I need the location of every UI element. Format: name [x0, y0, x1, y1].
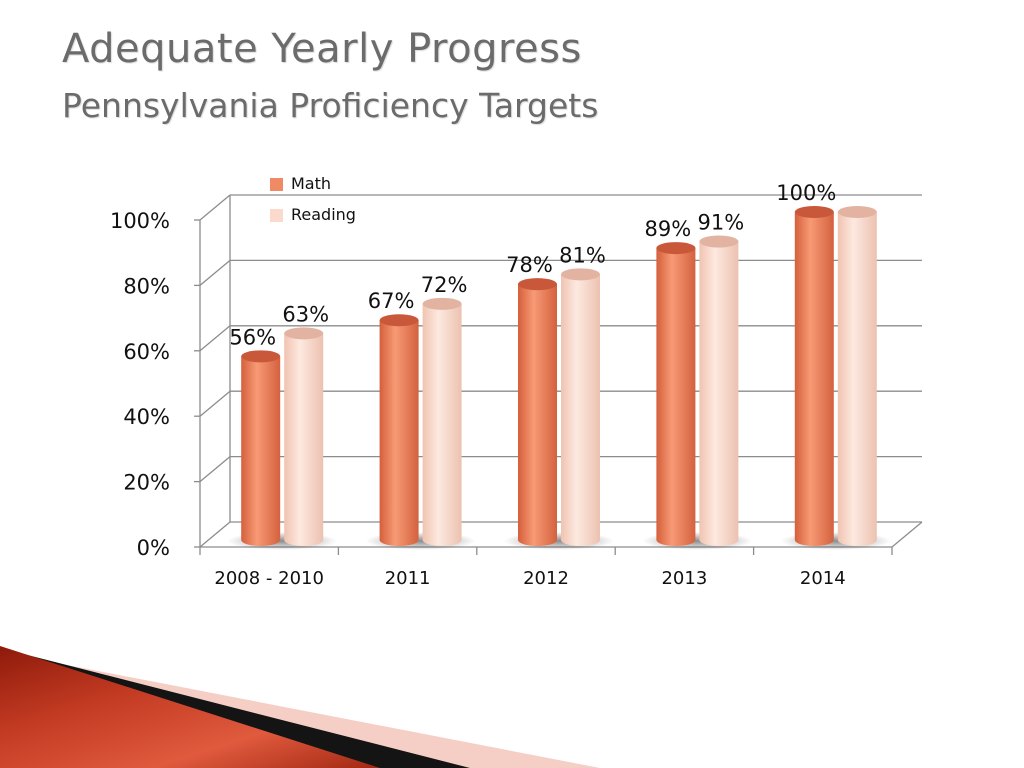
- slide-subtitle: Pennsylvania Proficiency Targets: [62, 86, 599, 125]
- legend-swatch: [270, 178, 283, 191]
- bar-math-top: [518, 278, 557, 291]
- bar-reading-top: [699, 235, 739, 248]
- y-tick-label: 20%: [123, 471, 170, 495]
- bar-reading: [422, 303, 462, 546]
- data-label: 89%: [645, 217, 692, 241]
- gridline-side: [199, 194, 231, 221]
- y-tick-label: 80%: [123, 274, 170, 298]
- x-tick-label: 2012: [523, 568, 569, 589]
- gridline-side: [199, 259, 231, 286]
- bar-reading-top: [422, 297, 462, 310]
- bar-math: [518, 284, 557, 546]
- bar-reading: [699, 241, 739, 546]
- data-label: 67%: [368, 289, 415, 313]
- x-tick-label: 2008 - 2010: [214, 568, 324, 589]
- y-tick-label: 60%: [123, 340, 170, 364]
- data-label: 72%: [421, 273, 468, 297]
- data-label: 91%: [698, 211, 745, 235]
- chart-bars: [227, 206, 891, 550]
- y-tick-label: 40%: [123, 405, 170, 429]
- gridline-side: [199, 521, 231, 548]
- floor-right-edge: [891, 521, 923, 548]
- gridline-side: [199, 390, 231, 417]
- bar-math-top: [794, 206, 834, 218]
- y-tick-label: 100%: [110, 209, 170, 233]
- gridline-side: [199, 325, 231, 352]
- data-label: 63%: [282, 302, 329, 326]
- bar-reading: [837, 212, 877, 546]
- bar-math: [794, 212, 834, 546]
- bar-reading-top: [837, 206, 877, 218]
- bar-reading: [284, 333, 324, 546]
- bar-math-top: [379, 314, 419, 327]
- bar-reading-top: [284, 327, 324, 340]
- slide-title: Adequate Yearly Progress: [62, 26, 582, 72]
- x-tick-label: 2014: [800, 568, 846, 589]
- legend-swatch: [270, 209, 283, 222]
- legend-label: Math: [291, 174, 331, 193]
- bar-math-top: [241, 350, 281, 363]
- chart-legend: Math Reading: [270, 174, 356, 224]
- gridline-side: [199, 456, 231, 483]
- bar-math: [241, 356, 281, 546]
- data-label: 81%: [559, 243, 606, 267]
- data-label: 100%: [776, 181, 836, 205]
- decor-red-wedge: [0, 646, 380, 768]
- y-tick-label: 0%: [137, 536, 170, 560]
- x-tick-label: 2011: [385, 568, 431, 589]
- bar-math: [379, 320, 419, 546]
- chart-labels: 56%63% 67%72% 78% 81% 89% 91% 100%: [229, 181, 836, 349]
- bar-reading-top: [561, 268, 600, 281]
- bar-math: [656, 248, 696, 546]
- data-label: 56%: [229, 325, 276, 349]
- bar-math-top: [656, 242, 696, 255]
- legend-label: Reading: [291, 205, 356, 224]
- x-tick-label: 2013: [661, 568, 707, 589]
- bar-reading: [561, 274, 600, 546]
- data-label: 78%: [506, 253, 553, 277]
